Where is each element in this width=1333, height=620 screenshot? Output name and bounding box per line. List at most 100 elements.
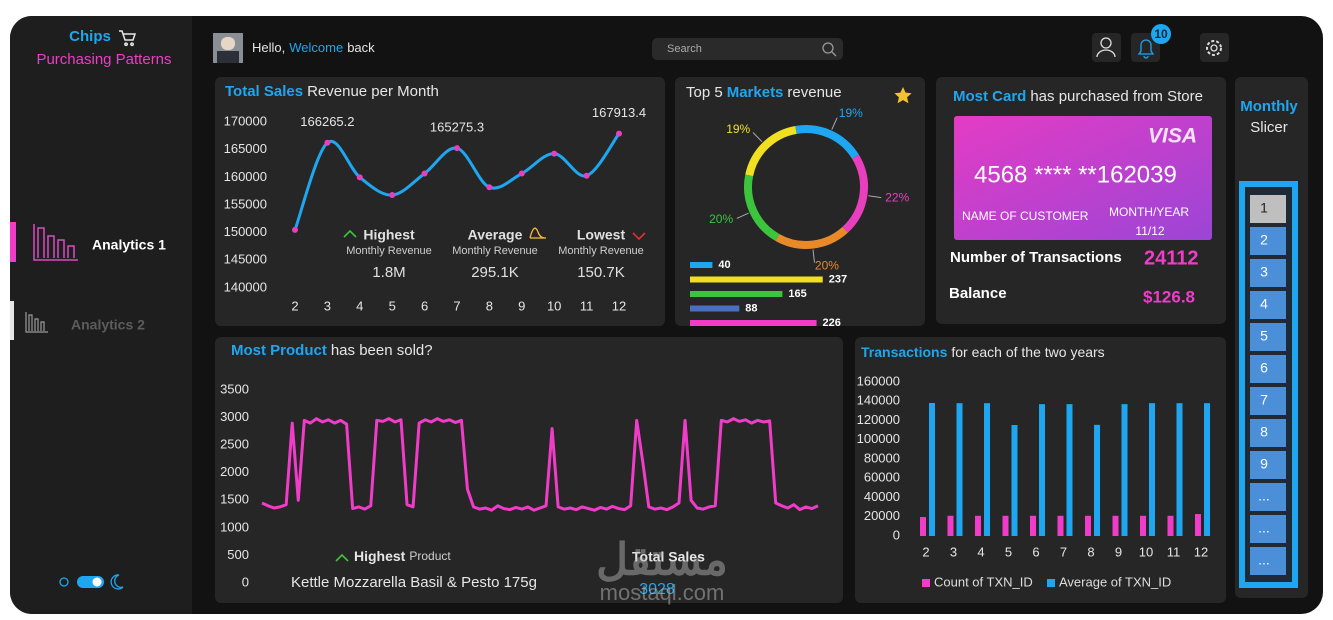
watermark-arabic: مستقل: [596, 536, 728, 585]
nav-label: Analytics 2: [71, 317, 145, 333]
value-label: 165275.3: [430, 120, 484, 135]
x-tick-label: 4: [356, 298, 363, 313]
donut-segment: [775, 226, 848, 249]
slicer-button[interactable]: [1250, 227, 1286, 255]
greeting: Hello, Welcome back: [252, 40, 375, 55]
total-sales-value: 3028: [639, 581, 675, 598]
slicer-button[interactable]: [1250, 355, 1286, 383]
settings-button[interactable]: [1200, 33, 1229, 62]
transactions-value: 24112: [1144, 247, 1199, 269]
card-holder: NAME OF CUSTOMER: [962, 209, 1089, 223]
leader-line: [812, 249, 815, 263]
bar-label: 237: [829, 273, 847, 285]
nav-item[interactable]: Analytics 1: [10, 222, 166, 262]
donut-label: 19%: [839, 106, 863, 120]
total-sales-label: Total Sales: [632, 549, 705, 565]
title-highlight: Most Product: [231, 342, 327, 359]
slicer-button[interactable]: [1250, 259, 1286, 287]
market-bar: [690, 262, 713, 268]
value-label: 167913.4: [592, 105, 646, 120]
bar: [1112, 515, 1119, 536]
y-tick-label: 2500: [220, 437, 249, 452]
card-brand: VISA: [1148, 125, 1197, 148]
product-highlight: Highest Product: [354, 548, 451, 564]
icon-box: [1200, 33, 1229, 62]
bar: [1011, 425, 1018, 536]
avatar-body: [217, 51, 239, 63]
sales-point: [616, 130, 622, 137]
greeting-welcome: Welcome: [289, 40, 343, 55]
highlight-sublabel: Product: [409, 549, 451, 563]
moon-icon: [110, 574, 124, 590]
slicer-button[interactable]: [1250, 515, 1286, 543]
slicer-label: ...: [1258, 520, 1270, 536]
leader-line: [868, 195, 882, 199]
x-tick-label: 10: [547, 298, 561, 313]
donut-label: 22%: [885, 190, 909, 204]
slicer-label: 6: [1260, 360, 1268, 376]
title-highlight: Most Card: [953, 88, 1026, 105]
bar: [1002, 515, 1009, 536]
sales-point: [356, 174, 363, 181]
average-icon: [529, 227, 546, 239]
panel-title: Top 5 Markets revenue: [686, 84, 842, 101]
slicer-button[interactable]: [1250, 195, 1286, 223]
y-tick-label: 160000: [857, 373, 900, 388]
slicer-button[interactable]: [1250, 451, 1286, 479]
slicer-subtitle: Slicer: [1250, 119, 1288, 136]
notification-button[interactable]: 10: [1131, 24, 1171, 62]
avatar-face: [221, 37, 235, 50]
kpi-label: Lowest: [577, 227, 626, 243]
slicer-label: 9: [1260, 456, 1268, 472]
slicer-label: 7: [1260, 392, 1268, 408]
card-number: 4568 **** **162039: [974, 161, 1177, 188]
title-text: has purchased from Store: [1030, 88, 1203, 105]
legend-swatch: [1047, 579, 1055, 587]
bar: [1195, 514, 1201, 536]
panel-title: Transactions for each of the two years: [861, 344, 1105, 360]
watermark-latin: mostaql.com: [600, 580, 725, 605]
slicer-button[interactable]: [1250, 291, 1286, 319]
kpi-sublabel: Monthly Revenue: [346, 245, 432, 257]
leader-line: [831, 117, 838, 130]
brand-subtitle: Purchasing Patterns: [36, 51, 171, 68]
search-box[interactable]: Search: [652, 38, 843, 60]
panel-title: Total Sales Revenue per Month: [225, 83, 439, 100]
slicer-button[interactable]: [1250, 323, 1286, 351]
x-tick-label: 12: [612, 298, 626, 313]
y-tick-label: 165000: [224, 141, 267, 156]
slicer-button[interactable]: [1250, 419, 1286, 447]
market-bar: [690, 291, 783, 297]
kpi-value: 295.1K: [471, 264, 519, 281]
gear-icon: [1206, 40, 1222, 56]
market-bar: [690, 320, 817, 326]
bar: [1030, 515, 1036, 536]
bar: [975, 515, 981, 536]
kpi-sublabel: Monthly Revenue: [558, 245, 644, 257]
sales-panel: [215, 77, 665, 326]
y-tick-label: 3500: [220, 381, 249, 396]
x-tick-label: 6: [421, 298, 428, 313]
slicer-label: 1: [1260, 200, 1268, 216]
bar: [1085, 515, 1091, 536]
sales-point: [518, 170, 525, 177]
slicer-button[interactable]: [1250, 483, 1286, 511]
value-label: 166265.2: [300, 114, 354, 129]
y-tick-label: 120000: [857, 412, 900, 427]
star-icon[interactable]: [894, 87, 912, 104]
slicer-label: 2: [1260, 232, 1268, 248]
user-button[interactable]: [1092, 33, 1121, 62]
donut-segment: [842, 154, 868, 233]
slicer-button[interactable]: [1250, 547, 1286, 575]
theme-toggle[interactable]: [59, 574, 124, 590]
slicer-label: 3: [1260, 264, 1268, 280]
user-icon: [1100, 37, 1112, 49]
panel-title: Most Card has purchased from Store: [953, 88, 1203, 105]
y-tick-label: 145000: [224, 252, 267, 267]
y-tick-label: 150000: [224, 224, 267, 239]
x-tick-label: 5: [389, 298, 396, 313]
slicer-button[interactable]: [1250, 387, 1286, 415]
x-tick-label: 4: [977, 544, 984, 559]
nav-indicator: [10, 301, 14, 340]
nav-item[interactable]: Analytics 2: [10, 301, 145, 340]
